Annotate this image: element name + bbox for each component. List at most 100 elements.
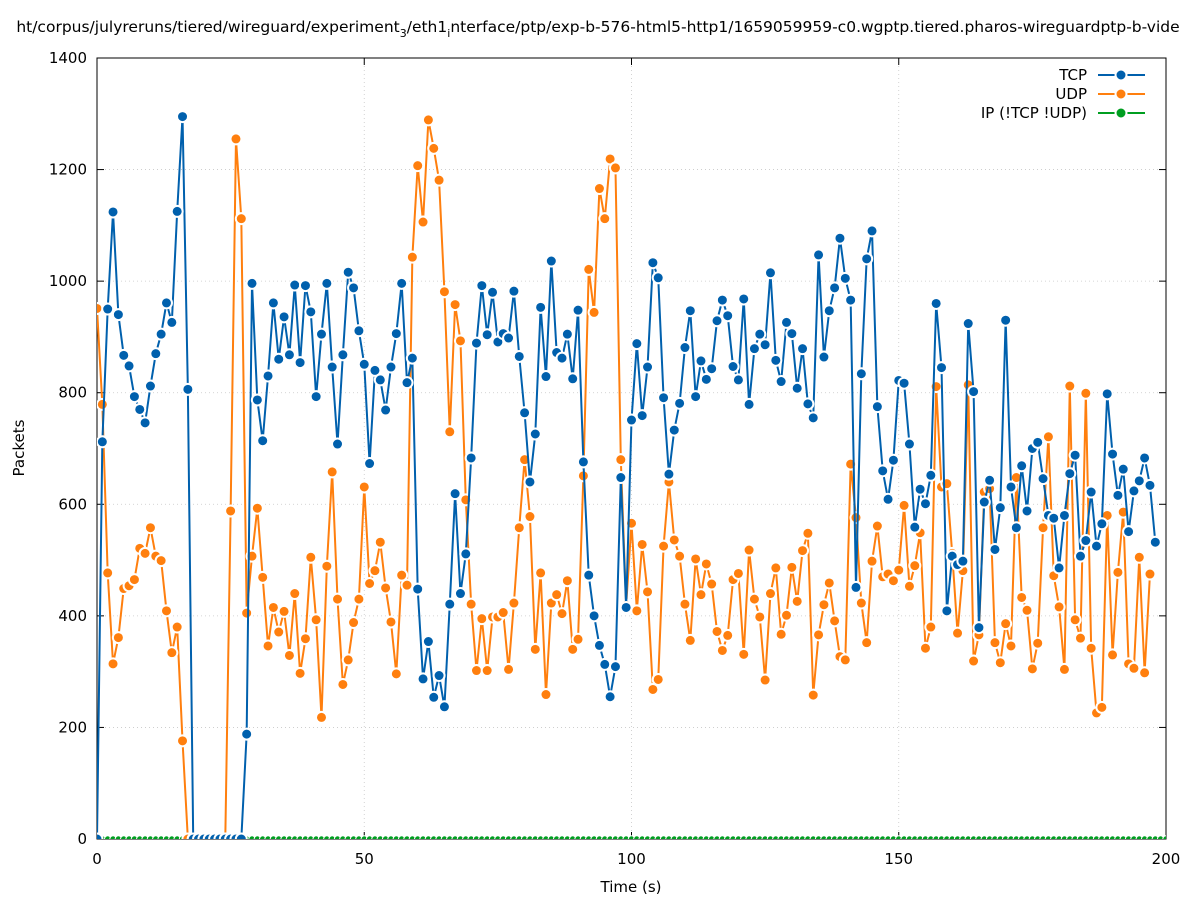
point-udp-164	[967, 654, 981, 668]
point-tcp-166	[977, 495, 991, 509]
point-udp-4	[111, 631, 125, 645]
point-udp-68	[453, 334, 467, 348]
point-udp-146	[870, 519, 884, 533]
x-tick-label-2: 100	[617, 850, 646, 868]
point-tcp-119	[726, 359, 740, 373]
point-tcp-94	[592, 638, 606, 652]
point-tcp-10	[143, 379, 157, 393]
point-udp-112	[689, 552, 703, 566]
point-tcp-95	[598, 657, 612, 671]
point-tcp-74	[486, 285, 500, 299]
legend-marker-tcp	[1114, 68, 1128, 82]
point-udp-13	[159, 604, 173, 618]
point-udp-79	[512, 521, 526, 535]
point-udp-110	[678, 597, 692, 611]
point-tcp-165	[972, 621, 986, 635]
point-tcp-155	[918, 497, 932, 511]
point-tcp-69	[459, 547, 473, 561]
point-tcp-122	[742, 397, 756, 411]
point-udp-38	[293, 666, 307, 680]
point-tcp-167	[983, 473, 997, 487]
point-tcp-147	[876, 464, 890, 478]
point-tcp-47	[341, 265, 355, 279]
point-tcp-66	[443, 597, 457, 611]
point-udp-106	[657, 539, 671, 553]
point-tcp-14	[165, 315, 179, 329]
point-udp-133	[801, 526, 815, 540]
point-udp-153	[908, 559, 922, 573]
point-udp-30	[250, 501, 264, 515]
point-tcp-131	[790, 381, 804, 395]
point-udp-14	[165, 646, 179, 660]
point-tcp-124	[753, 327, 767, 341]
point-tcp-60	[411, 582, 425, 596]
point-tcp-0	[97, 832, 104, 839]
point-tcp-77	[502, 331, 516, 345]
point-udp-149	[886, 574, 900, 588]
point-udp-95	[598, 212, 612, 226]
point-tcp-58	[400, 376, 414, 390]
point-udp-138	[828, 614, 842, 628]
point-udp-145	[865, 554, 879, 568]
point-udp-97	[608, 161, 622, 175]
point-tcp-134	[806, 411, 820, 425]
point-tcp-103	[641, 360, 655, 374]
point-udp-45	[331, 592, 345, 606]
point-tcp-144	[860, 252, 874, 266]
point-tcp-27	[234, 832, 248, 839]
point-udp-168	[988, 636, 1002, 650]
point-tcp-59	[405, 351, 419, 365]
point-tcp-125	[758, 338, 772, 352]
point-udp-31	[256, 570, 270, 584]
point-udp-33	[266, 600, 280, 614]
point-udp-61	[416, 215, 430, 229]
point-udp-144	[860, 636, 874, 650]
point-tcp-127	[769, 353, 783, 367]
point-tcp-51	[363, 457, 377, 471]
point-tcp-126	[763, 266, 777, 280]
point-tcp-84	[539, 370, 553, 384]
point-tcp-54	[379, 403, 393, 417]
point-tcp-56	[389, 327, 403, 341]
point-tcp-85	[544, 254, 558, 268]
y-tick-label-2: 400	[58, 607, 87, 625]
point-tcp-110	[678, 341, 692, 355]
point-tcp-9	[138, 416, 152, 430]
point-tcp-63	[427, 690, 441, 704]
point-tcp-90	[571, 303, 585, 317]
point-tcp-1	[97, 435, 109, 449]
point-tcp-145	[865, 224, 879, 238]
point-udp-125	[758, 673, 772, 687]
point-tcp-6	[122, 359, 136, 373]
point-tcp-179	[1047, 511, 1061, 525]
point-udp-181	[1057, 662, 1071, 676]
point-tcp-97	[608, 660, 622, 674]
point-tcp-186	[1084, 485, 1098, 499]
point-tcp-130	[785, 327, 799, 341]
point-tcp-38	[293, 356, 307, 370]
point-tcp-114	[699, 372, 713, 386]
point-udp-174	[1020, 603, 1034, 617]
point-tcp-188	[1095, 517, 1109, 531]
point-udp-9	[138, 546, 152, 560]
point-udp-73	[480, 664, 494, 678]
point-tcp-82	[528, 427, 542, 441]
point-tcp-62	[421, 635, 435, 649]
x-tick-label-1: 50	[355, 850, 374, 868]
point-udp-28	[240, 606, 254, 620]
point-udp-188	[1095, 700, 1109, 714]
point-tcp-65	[437, 700, 451, 714]
point-tcp-181	[1057, 508, 1071, 522]
point-tcp-13	[159, 296, 173, 310]
point-tcp-46	[336, 348, 350, 362]
point-tcp-91	[576, 455, 590, 469]
point-udp-180	[1052, 600, 1066, 614]
point-udp-117	[715, 643, 729, 657]
point-tcp-163	[961, 317, 975, 331]
point-tcp-151	[897, 376, 911, 390]
point-udp-120	[731, 566, 745, 580]
point-udp-142	[849, 511, 863, 525]
point-tcp-192	[1116, 462, 1130, 476]
point-udp-156	[924, 620, 938, 634]
point-udp-178	[1041, 430, 1055, 444]
